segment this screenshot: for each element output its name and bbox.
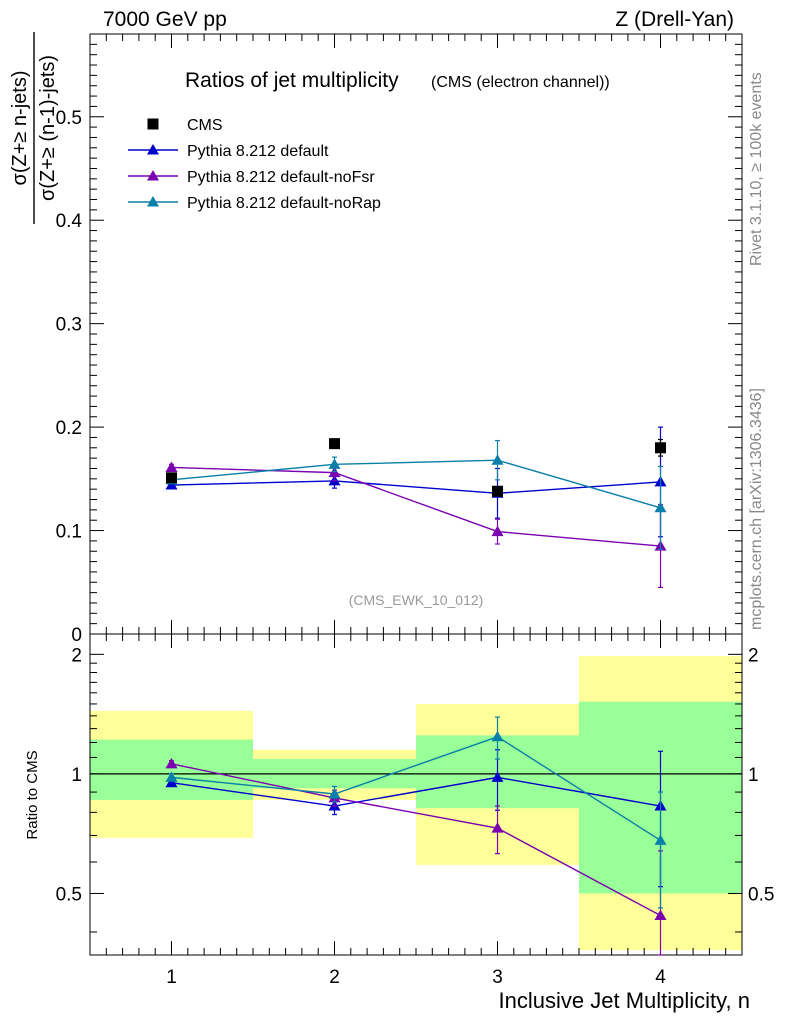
ratio-pythia-8-212-default-point <box>491 771 504 782</box>
cms-point <box>492 485 503 497</box>
main-y-axis-label: σ(Z+≥ n-jets) σ(Z+≥ (n-1)-jets) <box>9 32 59 224</box>
pythia-8-212-default-nofsr-point <box>491 525 504 537</box>
ratio-ytick-label-right: 1 <box>748 765 759 786</box>
legend-pythia-8-212-default-norap-label: Pythia 8.212 default-noRap <box>187 195 381 212</box>
ratio-pythia-8-212-default-line <box>171 776 661 807</box>
main-ytick-label: 0.4 <box>56 211 83 232</box>
ratio-ytick-label-left: 2 <box>71 645 82 666</box>
ratio-pythia-8-212-default-point <box>165 776 178 788</box>
chart-title: Ratios of jet multiplicity <box>185 69 399 92</box>
y-label-numerator: σ(Z+≥ n-jets) <box>9 71 31 186</box>
chart-subtitle: (CMS (electron channel)) <box>431 74 610 91</box>
cms-point <box>329 438 340 450</box>
ratio-pythia-8-212-default-norap-point <box>165 771 178 782</box>
legend-pythia-8-212-default-marker <box>147 144 159 155</box>
x-tick-label: 4 <box>655 967 666 988</box>
x-axis-label: Inclusive Jet Multiplicity, n <box>499 988 750 1013</box>
pythia-8-212-default-norap-point <box>654 501 667 513</box>
ratio-ytick-label-left: 0.5 <box>56 884 82 905</box>
ratio-pythia-8-212-default-norap-point <box>328 787 341 799</box>
ratio-y-axis-label: Ratio to CMS <box>24 750 41 839</box>
legend-pythia-8-212-default-nofsr-label: Pythia 8.212 default-noFsr <box>187 169 375 186</box>
rivet-version-label: Rivet 3.1.10, ≥ 100k events <box>748 72 765 266</box>
x-tick-label: 2 <box>329 967 340 988</box>
cms-point <box>655 442 666 454</box>
legend-pythia-8-212-default-nofsr-marker <box>147 170 159 181</box>
main-ytick-label: 0.1 <box>56 522 82 543</box>
main-ytick-label: 0.5 <box>56 108 82 129</box>
pythia-8-212-default-nofsr-point <box>165 461 178 472</box>
legend-pythia-8-212-default-norap-marker <box>147 196 159 207</box>
ratio-ytick-label-right: 2 <box>748 645 759 666</box>
main-ytick-label: 0.3 <box>56 315 82 336</box>
pythia-8-212-default-norap-point <box>491 454 504 465</box>
ratio-pythia-8-212-default-norap-line <box>171 736 661 842</box>
pythia-8-212-default-line <box>171 480 661 495</box>
pythia-8-212-default-norap-point <box>328 458 341 469</box>
y-label-denominator: σ(Z+≥ (n-1)-jets) <box>37 55 59 201</box>
header-right: Z (Drell-Yan) <box>615 8 734 31</box>
ratio-ytick-label-left: 1 <box>71 765 82 786</box>
main-ytick-label: 0.2 <box>56 418 82 439</box>
x-tick-label: 3 <box>492 967 503 988</box>
ratio-pythia-8-212-default-nofsr-point <box>491 822 504 833</box>
legend-cms-label: CMS <box>187 117 223 134</box>
legend-cms-marker <box>147 118 159 130</box>
main-ytick-label-zero: 0 <box>71 625 82 646</box>
pythia-8-212-default-norap-line <box>171 459 661 509</box>
legend-pythia-8-212-default-label: Pythia 8.212 default <box>187 143 329 160</box>
ratio-pythia-8-212-default-norap-point <box>491 730 504 742</box>
cms-point <box>166 472 177 484</box>
mcplots-source-label: mcplots.cern.ch [arXiv:1306.3436] <box>748 388 765 630</box>
ratio-pythia-8-212-default-norap-point <box>654 834 667 845</box>
header-left: 7000 GeV pp <box>103 8 227 31</box>
ratio-pythia-8-212-default-nofsr-point <box>165 757 178 769</box>
analysis-id-annotation: (CMS_EWK_10_012) <box>349 592 484 608</box>
ratio-pythia-8-212-default-nofsr-line <box>171 763 661 917</box>
pythia-8-212-default-nofsr-line <box>171 466 661 547</box>
ratio-ytick-label-right: 0.5 <box>748 884 774 905</box>
x-tick-label: 1 <box>166 967 177 988</box>
ratio-pythia-8-212-default-nofsr-point <box>654 909 667 921</box>
